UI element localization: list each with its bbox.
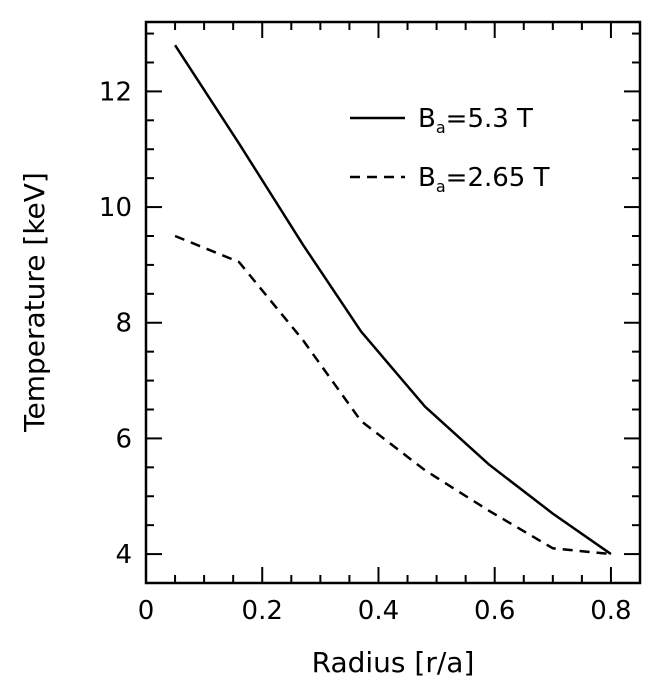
minor-ticks	[146, 22, 640, 583]
legend-label-2: Ba=2.65 T	[418, 163, 550, 196]
x-tick-label: 0.2	[242, 596, 283, 626]
y-tick-label: 12	[99, 77, 132, 107]
legend: Ba=5.3 T Ba=2.65 T	[350, 104, 550, 196]
series-lines	[174, 44, 612, 556]
y-tick-label: 8	[115, 309, 132, 339]
x-tick-labels: 0 0.2 0.4 0.6 0.8	[138, 596, 632, 626]
y-tick-label: 10	[99, 193, 132, 223]
series-line-2	[174, 234, 612, 556]
x-tick-label: 0	[138, 596, 155, 626]
series-line-1	[174, 44, 612, 556]
x-axis-title: Radius [r/a]	[312, 646, 475, 679]
major-ticks	[146, 22, 640, 583]
y-axis-title: Temperature [keV]	[18, 172, 51, 433]
y-tick-labels: 4 6 8 10 12	[99, 77, 132, 570]
x-tick-label: 0.4	[358, 596, 399, 626]
y-tick-label: 6	[115, 424, 132, 454]
y-tick-label: 4	[115, 540, 132, 570]
x-tick-label: 0.8	[590, 596, 631, 626]
plot-frame	[144, 20, 642, 585]
legend-label-1: Ba=5.3 T	[418, 104, 533, 137]
x-tick-label: 0.6	[474, 596, 515, 626]
